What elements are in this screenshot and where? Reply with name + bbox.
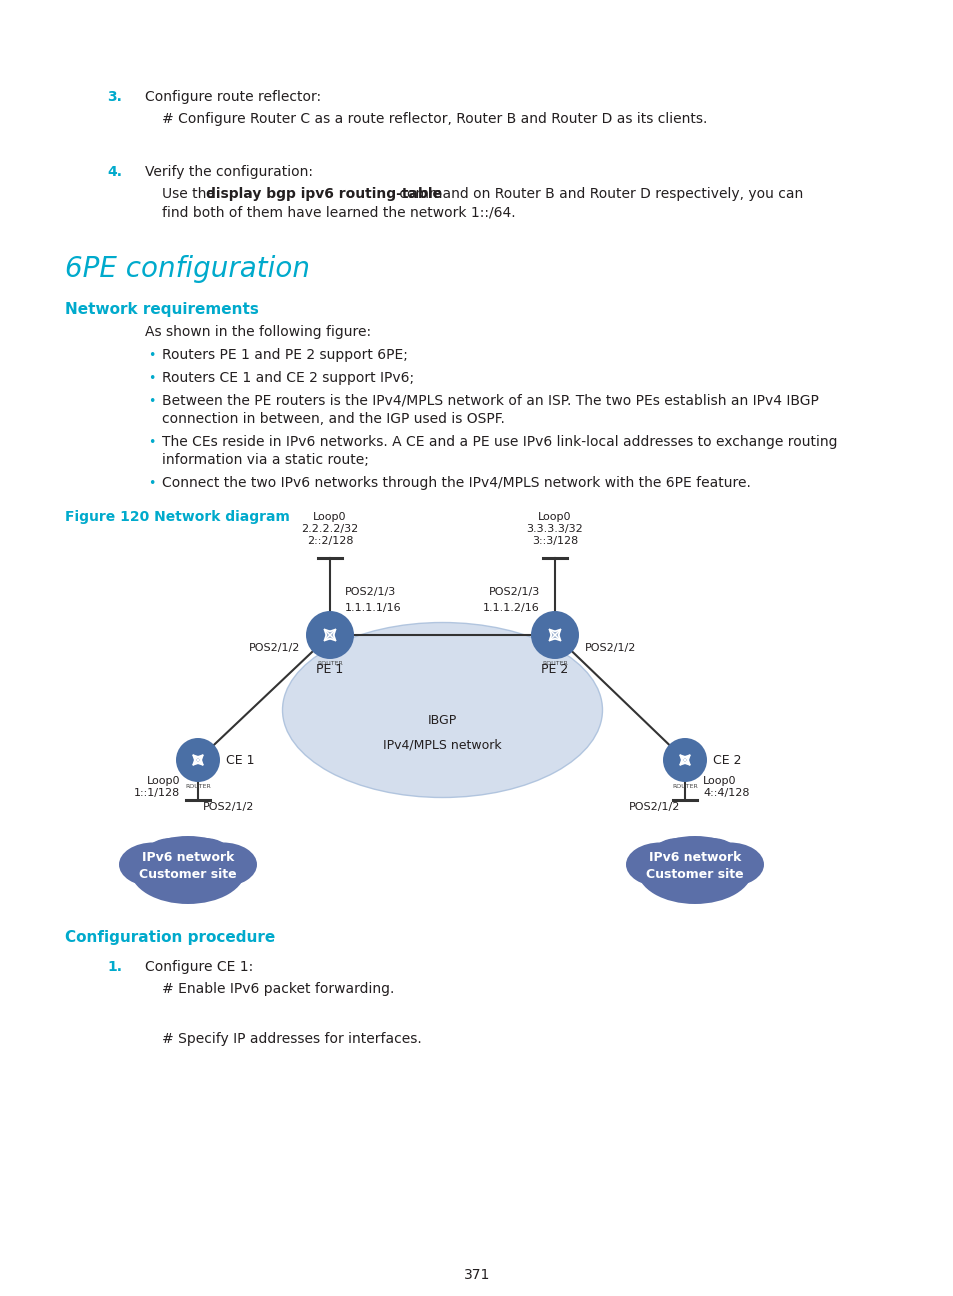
Text: The CEs reside in IPv6 networks. A CE and a PE use IPv6 link-local addresses to : The CEs reside in IPv6 networks. A CE an…	[162, 435, 837, 448]
Text: POS2/1/2: POS2/1/2	[203, 802, 254, 813]
Text: Figure 120 Network diagram: Figure 120 Network diagram	[65, 511, 290, 524]
Text: IPv4/MPLS network: IPv4/MPLS network	[383, 739, 501, 752]
Circle shape	[662, 737, 706, 781]
Text: Configuration procedure: Configuration procedure	[65, 931, 275, 945]
Ellipse shape	[179, 839, 231, 872]
Ellipse shape	[625, 842, 695, 886]
Text: PE 1: PE 1	[316, 664, 343, 677]
Text: ROUTER: ROUTER	[185, 784, 211, 789]
Text: PE 2: PE 2	[540, 664, 568, 677]
Text: 4.: 4.	[107, 165, 122, 179]
Text: 3.: 3.	[107, 89, 122, 104]
Text: CE 2: CE 2	[712, 753, 740, 766]
Text: # Enable IPv6 packet forwarding.: # Enable IPv6 packet forwarding.	[162, 982, 394, 997]
Ellipse shape	[145, 839, 196, 872]
Text: Network requirements: Network requirements	[65, 302, 258, 318]
Text: IBGP: IBGP	[428, 714, 456, 727]
Ellipse shape	[651, 839, 703, 872]
Ellipse shape	[282, 622, 602, 797]
Circle shape	[175, 737, 220, 781]
Text: •: •	[148, 435, 155, 448]
Text: POS2/1/3: POS2/1/3	[488, 587, 539, 597]
Text: •: •	[148, 349, 155, 362]
Text: POS2/1/2: POS2/1/2	[584, 643, 636, 653]
Text: ROUTER: ROUTER	[672, 784, 698, 789]
Text: •: •	[148, 395, 155, 408]
Text: ROUTER: ROUTER	[541, 661, 567, 666]
Circle shape	[531, 610, 578, 658]
Text: POS2/1/2: POS2/1/2	[628, 802, 679, 813]
Text: Use the: Use the	[162, 187, 219, 201]
Ellipse shape	[695, 842, 763, 886]
Text: •: •	[148, 372, 155, 385]
Text: ROUTER: ROUTER	[316, 661, 342, 666]
Text: 1.: 1.	[107, 960, 122, 975]
Text: # Configure Router C as a route reflector, Router B and Router D as its clients.: # Configure Router C as a route reflecto…	[162, 111, 706, 126]
Circle shape	[306, 610, 354, 658]
Text: Loop0
4::4/128: Loop0 4::4/128	[702, 776, 749, 798]
Text: 1.1.1.1/16: 1.1.1.1/16	[345, 603, 401, 613]
Text: find both of them have learned the network 1::/64.: find both of them have learned the netwo…	[162, 205, 515, 219]
Text: CE 1: CE 1	[226, 753, 254, 766]
Text: As shown in the following figure:: As shown in the following figure:	[145, 325, 371, 340]
Text: Verify the configuration:: Verify the configuration:	[145, 165, 313, 179]
Text: command on Router B and Router D respectively, you can: command on Router B and Router D respect…	[395, 187, 802, 201]
Ellipse shape	[156, 858, 219, 896]
Ellipse shape	[131, 836, 245, 905]
Ellipse shape	[662, 858, 726, 896]
Text: IPv6 network
Customer site: IPv6 network Customer site	[139, 851, 236, 881]
Text: POS2/1/3: POS2/1/3	[345, 587, 395, 597]
Text: Between the PE routers is the IPv4/MPLS network of an ISP. The two PEs establish: Between the PE routers is the IPv4/MPLS …	[162, 394, 818, 408]
Text: information via a static route;: information via a static route;	[162, 454, 369, 467]
Text: 6PE configuration: 6PE configuration	[65, 255, 310, 283]
Text: •: •	[148, 477, 155, 490]
Text: Connect the two IPv6 networks through the IPv4/MPLS network with the 6PE feature: Connect the two IPv6 networks through th…	[162, 476, 750, 490]
Ellipse shape	[637, 836, 752, 905]
Text: Configure route reflector:: Configure route reflector:	[145, 89, 321, 104]
Text: Routers PE 1 and PE 2 support 6PE;: Routers PE 1 and PE 2 support 6PE;	[162, 349, 408, 362]
Text: display bgp ipv6 routing-table: display bgp ipv6 routing-table	[206, 187, 442, 201]
Text: POS2/1/2: POS2/1/2	[249, 643, 299, 653]
Text: Loop0
2.2.2.2/32
2::2/128: Loop0 2.2.2.2/32 2::2/128	[301, 512, 358, 546]
Text: IPv6 network
Customer site: IPv6 network Customer site	[645, 851, 743, 881]
Text: Routers CE 1 and CE 2 support IPv6;: Routers CE 1 and CE 2 support IPv6;	[162, 371, 414, 385]
Text: Configure CE 1:: Configure CE 1:	[145, 960, 253, 975]
Text: Loop0
3.3.3.3/32
3::3/128: Loop0 3.3.3.3/32 3::3/128	[526, 512, 583, 546]
Ellipse shape	[685, 839, 738, 872]
Text: connection in between, and the IGP used is OSPF.: connection in between, and the IGP used …	[162, 412, 504, 426]
Text: # Specify IP addresses for interfaces.: # Specify IP addresses for interfaces.	[162, 1032, 421, 1046]
Text: 371: 371	[463, 1267, 490, 1282]
Text: Loop0
1::1/128: Loop0 1::1/128	[133, 776, 180, 798]
Text: 1.1.1.2/16: 1.1.1.2/16	[483, 603, 539, 613]
Ellipse shape	[119, 842, 188, 886]
Ellipse shape	[188, 842, 256, 886]
